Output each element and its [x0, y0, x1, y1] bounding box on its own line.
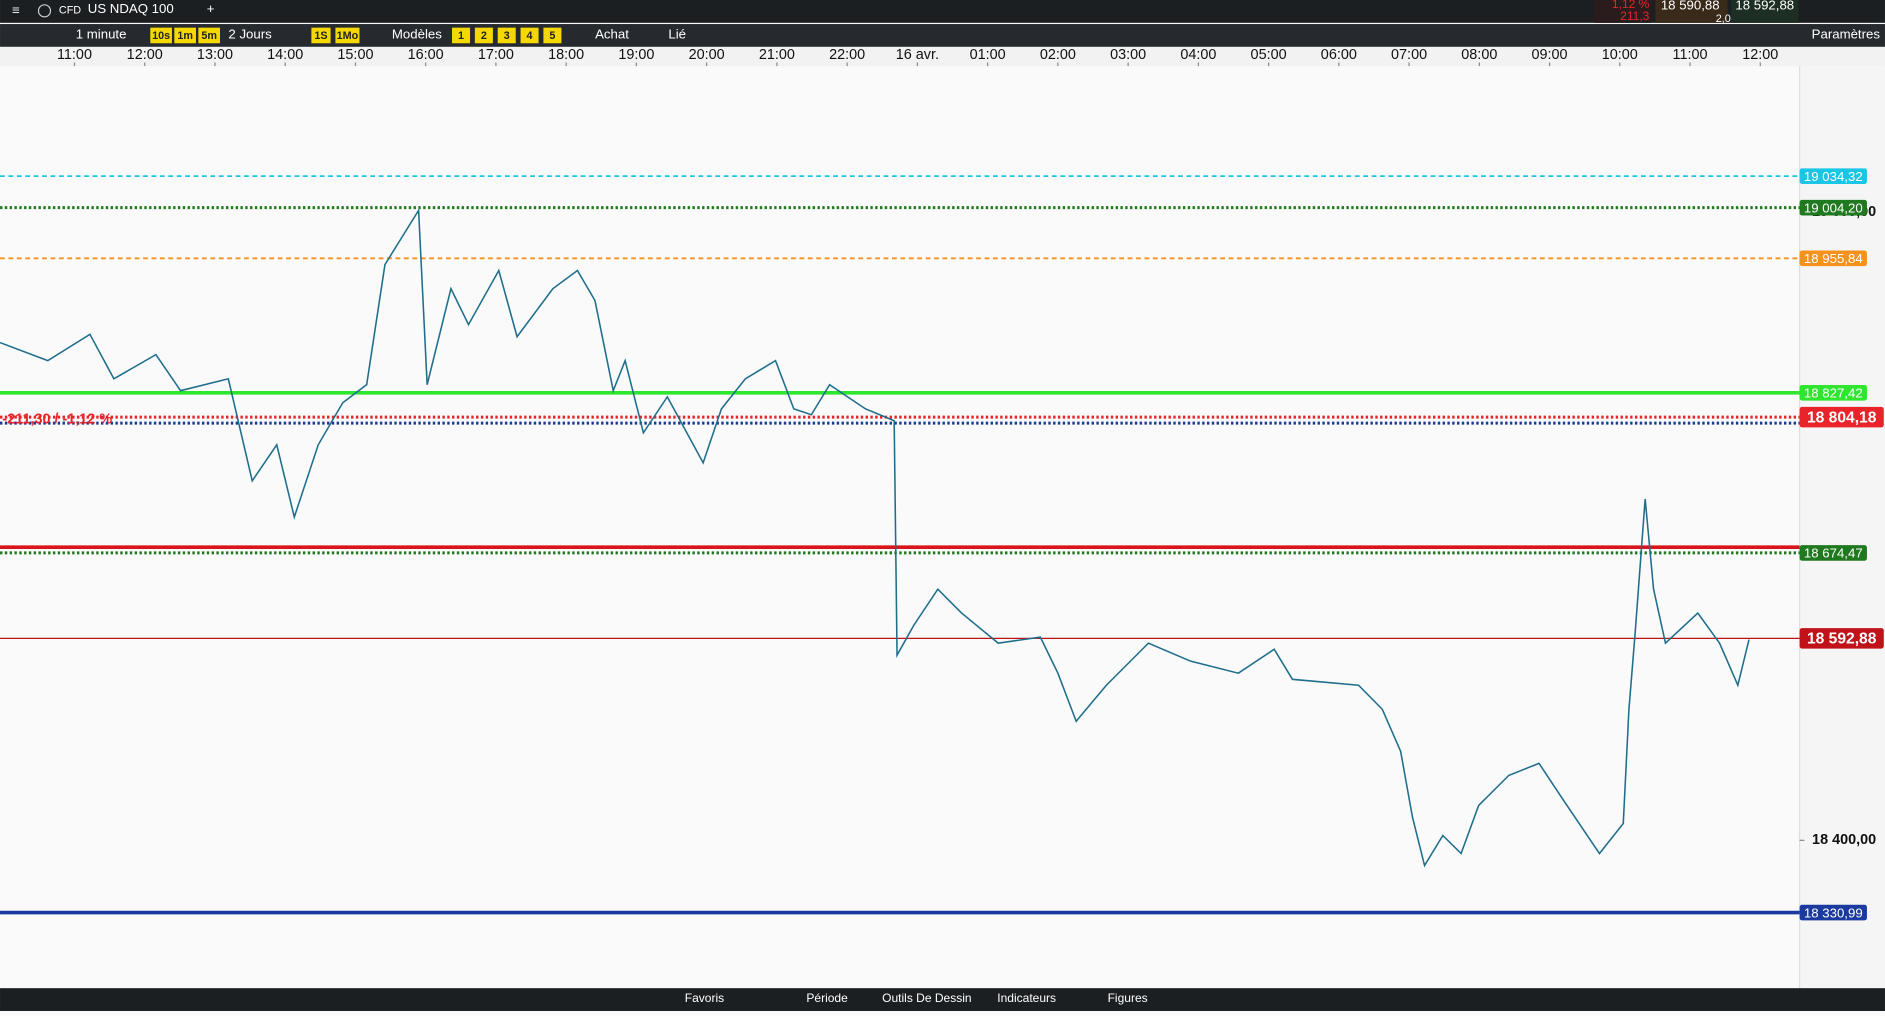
chip[interactable]: 5m [201, 30, 217, 42]
chip-bg[interactable] [474, 27, 493, 44]
annotation: -211,30 / -1,12 % [2, 411, 112, 427]
price-label: 18 330,99 [1804, 905, 1863, 920]
chip[interactable]: 3 [504, 30, 510, 42]
x-tick-label: 02:00 [1040, 47, 1076, 63]
time-axis [0, 46, 1885, 67]
interval[interactable]: 1 minute [76, 26, 127, 41]
chip[interactable]: 4 [527, 30, 533, 42]
chip[interactable]: 5 [549, 30, 555, 42]
x-tick-label: 11:00 [1673, 47, 1708, 63]
templates[interactable]: Modèles [392, 26, 442, 41]
bottom-bar [0, 988, 1885, 1011]
change-pct: 1,12 % [1612, 0, 1650, 11]
footer-tab[interactable]: Outils De Dessin [882, 991, 971, 1005]
x-tick-label: 01:00 [970, 47, 1006, 63]
bid[interactable]: 18 590,88 [1661, 0, 1720, 13]
chip[interactable]: 1Mo [337, 30, 359, 42]
price-label: 18 592,88 [1807, 631, 1877, 648]
price-label-box [1799, 250, 1867, 267]
instrument-type: CFD [59, 5, 81, 17]
x-tick-label: 07:00 [1391, 47, 1427, 63]
x-tick-label: 20:00 [689, 47, 725, 63]
x-tick-label: 06:00 [1321, 47, 1357, 63]
x-tick-label: 11:00 [57, 47, 92, 63]
chip-bg[interactable] [335, 27, 360, 44]
ask[interactable]: 18 592,88 [1735, 0, 1794, 13]
price-label-box [1799, 628, 1884, 649]
chip-bg[interactable] [543, 27, 562, 44]
toolbar [0, 24, 1885, 47]
chip-bg[interactable] [150, 27, 172, 44]
price-label-box [1799, 199, 1867, 216]
footer-tab[interactable]: Indicateurs [997, 991, 1056, 1005]
chip-bg[interactable] [174, 27, 196, 44]
info-icon[interactable] [37, 4, 52, 18]
x-tick-label: 15:00 [337, 47, 373, 63]
plot [0, 175, 1800, 915]
x-tick-label: 08:00 [1461, 47, 1497, 63]
chip[interactable]: 1m [177, 30, 193, 42]
x-tick-label: 19:00 [618, 47, 654, 63]
top-bar [0, 0, 1885, 23]
x-tick-label: 21:00 [759, 47, 795, 63]
x-tick-label: 12:00 [127, 47, 163, 63]
x-tick-label: 05:00 [1251, 47, 1287, 63]
chip[interactable]: 2 [481, 30, 487, 42]
linked[interactable]: Lié [668, 26, 686, 41]
change-box [1594, 0, 1652, 23]
price-label-box [1799, 168, 1867, 184]
instrument[interactable]: US NDAQ 100 [88, 1, 174, 16]
chip[interactable]: 1 [458, 30, 464, 42]
bid-box[interactable] [1655, 0, 1728, 23]
price-label-box [1799, 384, 1867, 401]
chip-bg[interactable] [198, 27, 221, 44]
chip-bg[interactable] [520, 27, 539, 44]
price-label: 19 034,32 [1804, 169, 1863, 184]
settings[interactable]: Paramètres [1812, 26, 1881, 41]
price-label: 18 955,84 [1804, 251, 1863, 266]
footer-tab[interactable]: Favoris [685, 991, 724, 1005]
x-tick-label: 22:00 [829, 47, 865, 63]
x-tick-label: 10:00 [1602, 47, 1638, 63]
price-label: 18 804,18 [1807, 409, 1877, 426]
price-label-box [1799, 406, 1884, 428]
chip[interactable]: 10s [152, 30, 170, 42]
footer-tab[interactable]: Figures [1108, 991, 1148, 1005]
add-tab[interactable]: + [207, 1, 215, 16]
x-tick-label: 09:00 [1532, 47, 1568, 63]
price-axis [1799, 66, 1885, 989]
header: ≡ CFD US NDAQ 100 + 1,12 % 211,3 18 590,… [12, 0, 1799, 25]
menu-icon[interactable]: ≡ [12, 2, 20, 17]
x-tick-label: 04:00 [1180, 47, 1216, 63]
x-tick-label: 12:00 [1742, 47, 1778, 63]
chip-bg[interactable] [452, 27, 471, 44]
buy[interactable]: Achat [595, 26, 629, 41]
price-line [0, 207, 1750, 868]
x-tick-label: 16:00 [408, 47, 444, 63]
y-tick-label: 18 400,00 [1812, 832, 1876, 848]
chip-bg[interactable] [311, 27, 331, 44]
x-tick-label: 17:00 [478, 47, 514, 63]
price-label: 19 004,20 [1804, 200, 1863, 215]
x-tick-label: 16 avr. [896, 47, 939, 63]
x-tick-label: 14:00 [267, 47, 303, 63]
x-tick-label: 03:00 [1110, 47, 1146, 63]
period[interactable]: 2 Jours [228, 26, 272, 41]
chip[interactable]: 1S [314, 30, 327, 42]
price-label: 18 674,47 [1804, 546, 1863, 561]
price-label-box [1799, 545, 1867, 561]
toolbar-items: 1 minute 2 Jours Modèles Achat Lié Param… [76, 26, 1881, 41]
ask-box[interactable] [1731, 0, 1799, 23]
change-pts: 211,3 [1620, 9, 1649, 23]
x-tick-label: 13:00 [197, 47, 233, 63]
price-label: 18 827,42 [1804, 385, 1863, 400]
footer-tab[interactable]: Période [806, 991, 848, 1005]
price-label-box [1799, 904, 1867, 921]
chip-bg[interactable] [497, 27, 516, 44]
x-tick-label: 18:00 [548, 47, 584, 63]
